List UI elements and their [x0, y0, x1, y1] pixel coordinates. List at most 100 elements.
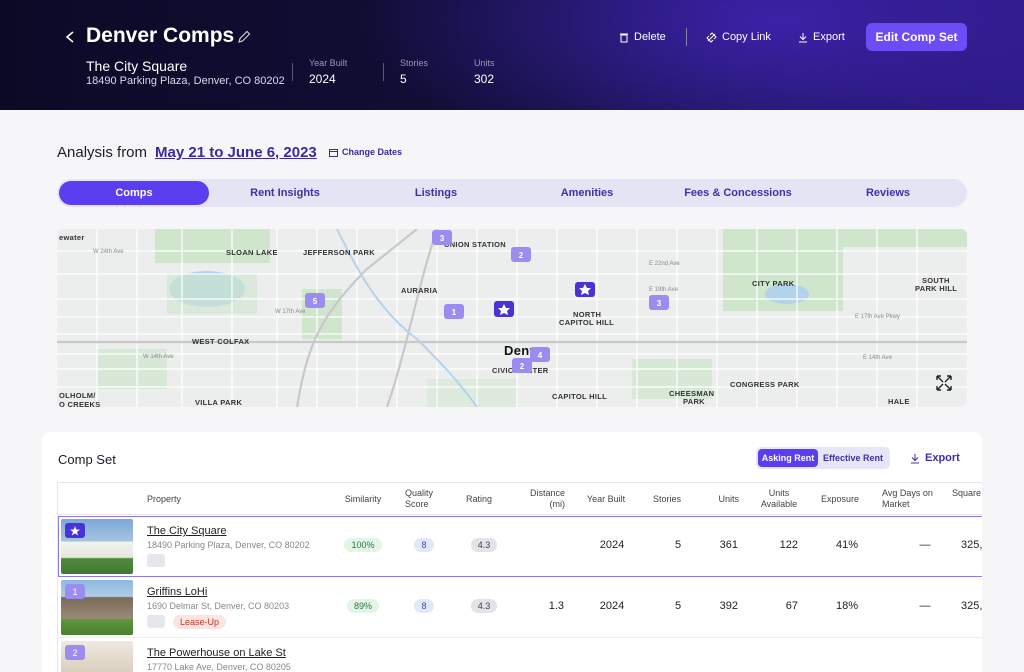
trash-icon	[620, 33, 628, 42]
tab[interactable]: Rent Insights	[250, 187, 320, 199]
column-header: Units	[718, 494, 739, 504]
edit-icon[interactable]	[236, 29, 252, 45]
map[interactable]: ewater SLOAN LAKE JEFFERSON PARK UNION STAT…	[57, 229, 967, 407]
tab[interactable]: Reviews	[865, 187, 911, 199]
edit-comp-set-button[interactable]: Edit Comp Set	[866, 23, 967, 51]
rent-toggle: Asking Rent Effective Rent	[756, 447, 890, 469]
link-icon	[706, 31, 717, 43]
marker-pin	[444, 304, 464, 319]
building-icon	[147, 615, 165, 628]
map-label: CHEESMAN	[669, 389, 714, 398]
expand-button[interactable]	[936, 375, 952, 391]
map-label: SLOAN LAKE	[226, 248, 278, 257]
rating-pill: 4.3	[470, 599, 498, 613]
street-label: E 22nd Ave	[649, 261, 680, 267]
separator	[292, 63, 293, 81]
column-header: Property	[147, 494, 182, 504]
toggle-option[interactable]: Effective Rent	[822, 453, 884, 463]
cell-value: 325,	[961, 600, 982, 612]
marker-pin	[511, 247, 531, 262]
button-label: Export	[813, 31, 845, 43]
export-button[interactable]: Export	[798, 31, 845, 43]
map-marker[interactable]: 4	[530, 347, 550, 362]
map-marker[interactable]: 1	[444, 304, 464, 319]
stat-label: Stories	[400, 58, 429, 68]
export-button[interactable]: Export	[910, 452, 960, 464]
map-label: PARK	[683, 397, 705, 406]
quality-pill: 8	[414, 538, 434, 552]
property-name[interactable]: Griffins LoHi	[147, 586, 208, 598]
rank-badge	[65, 523, 85, 538]
map-label: CONGRESS PARK	[730, 380, 800, 389]
tab[interactable]: Fees & Concessions	[684, 187, 792, 199]
tab[interactable]: Amenities	[560, 187, 614, 199]
column-header: Units Available	[760, 488, 798, 509]
street-label: E 14th Ave	[863, 355, 893, 361]
column-header: Quality Score	[405, 488, 434, 509]
star-marker[interactable]	[575, 282, 595, 297]
column-header: Exposure	[820, 494, 860, 504]
map-label: O CREEKS	[59, 400, 101, 407]
star-marker[interactable]	[494, 301, 514, 317]
property-address: 1690 Delmar St, Denver, CO 80203	[147, 601, 290, 611]
toggle-option-active[interactable]: Asking Rent	[758, 449, 818, 467]
property-photo: 2	[61, 641, 133, 672]
cell-value: 325,	[961, 539, 982, 551]
table-row[interactable]: 1 Griffins LoHi 1690 Delmar St, Denver, CO…	[58, 577, 982, 638]
separator	[686, 28, 687, 46]
cell: 100%	[335, 538, 391, 552]
marker-pin	[432, 230, 452, 245]
marker-pin	[512, 358, 532, 373]
map-label: VILLA PARK	[195, 398, 242, 407]
table-row[interactable]: 2 The Powerhouse on Lake St 17770 Lake Ave…	[58, 638, 982, 672]
property-name[interactable]: The Powerhouse on Lake St	[147, 647, 286, 659]
analysis-dates[interactable]: May 21 to June 6, 2023	[155, 144, 317, 161]
marker-label: 5	[313, 297, 318, 306]
copy-link-button[interactable]: Copy Link	[706, 31, 771, 43]
stat-label: Units	[474, 58, 495, 68]
similarity-pill: 100%	[344, 538, 382, 552]
map-label: UNION STATION	[444, 240, 506, 249]
cell-value: 2024	[599, 539, 625, 551]
table-row[interactable]: The City Square 18490 Parking Plaza, Denv…	[58, 516, 982, 577]
map-label: JEFFERSON PARK	[303, 248, 375, 257]
map-marker[interactable]: 2	[512, 358, 532, 373]
map-label: PARK HILL	[915, 284, 957, 293]
property-address: 18490 Parking Plaza, Denver, CO 80202	[147, 540, 310, 550]
header: Denver Comps The City Square 18490 Parki…	[0, 0, 1024, 110]
stat-label: Year Built	[309, 58, 348, 68]
marker-pin	[305, 293, 325, 308]
cell: 89%	[335, 599, 391, 613]
marker-pin	[649, 295, 669, 310]
street-label: E 19th Ave	[649, 287, 679, 293]
map-marker[interactable]: 5	[305, 293, 325, 308]
property-name[interactable]: The City Square	[147, 525, 227, 537]
cell-value: 5	[674, 600, 682, 612]
comp-table: Property Similarity Quality Score Rating Dis…	[57, 482, 982, 672]
column-header: Distance (mi)	[529, 488, 565, 509]
delete-button[interactable]: Delete	[619, 31, 666, 43]
comp-set-panel: Comp Set Asking Rent Effective Rent Expo…	[42, 432, 982, 672]
tab[interactable]: Comps	[59, 181, 209, 205]
map-label: AURARIA	[401, 286, 438, 295]
button-label: Change Dates	[342, 147, 403, 157]
map-marker[interactable]: 2	[511, 247, 531, 262]
map-marker[interactable]: 3	[649, 295, 669, 310]
marker-label: 1	[452, 308, 457, 317]
map-label: HALE	[888, 397, 910, 406]
map-marker[interactable]: 3	[432, 230, 452, 245]
street-label: W 24th Ave	[93, 249, 124, 255]
column-header: Avg Days on Market	[882, 488, 933, 509]
stat-value: 5	[400, 72, 407, 86]
button-label: Copy Link	[722, 31, 771, 43]
change-dates-button[interactable]: Change Dates	[329, 147, 402, 157]
export-icon	[799, 32, 807, 42]
cell: 8	[404, 599, 444, 613]
tab[interactable]: Listings	[414, 187, 458, 199]
back-button[interactable]	[64, 30, 76, 44]
marker-label: 2	[519, 251, 524, 260]
property-name: The City Square	[86, 58, 188, 74]
header-row	[58, 483, 982, 515]
street-label: W 14th Ave	[143, 354, 174, 360]
page-title: Denver Comps	[86, 24, 235, 47]
